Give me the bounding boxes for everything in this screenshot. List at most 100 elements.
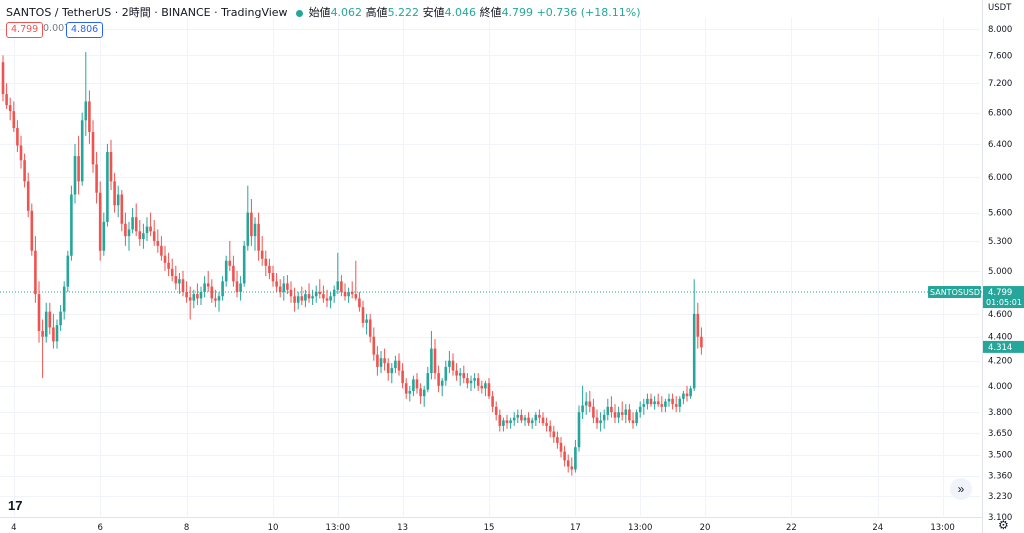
candle-body (347, 291, 350, 297)
candle-body (595, 417, 599, 424)
candle-body (628, 409, 631, 421)
candle-body (365, 319, 368, 323)
candle-body (451, 360, 455, 371)
candle-body (242, 245, 246, 284)
candle-body (145, 226, 149, 234)
candle-body (307, 294, 311, 299)
candle-body (203, 283, 206, 292)
price-tick-label: 7.600 (988, 51, 1012, 61)
candle-body (494, 406, 498, 415)
candle-body (397, 360, 401, 371)
candle-body (264, 258, 268, 266)
candle-body (214, 298, 217, 301)
price-tick-label: 4.200 (988, 357, 1012, 367)
candle-body (12, 111, 16, 129)
low-label: 安値 (422, 6, 445, 19)
candle-body (566, 460, 570, 467)
candle-body (469, 380, 473, 384)
time-tick-label: 4 (11, 523, 16, 533)
candle-body (401, 370, 404, 384)
candle-body (552, 431, 556, 438)
candle-body (59, 311, 62, 326)
candle-body (181, 279, 185, 292)
candle-body (682, 393, 685, 399)
candle-body (340, 281, 343, 292)
candle-body (246, 212, 250, 246)
open-value: 4.062 (330, 6, 363, 19)
symbol-marker-bg (928, 286, 981, 299)
candle-body (336, 281, 340, 290)
candle-body (653, 401, 656, 405)
candle-body (361, 307, 365, 323)
candle-body (671, 398, 674, 405)
time-tick-label: 13 (397, 523, 408, 533)
candle-body (260, 250, 264, 259)
time-tick-label: 13:00 (326, 523, 351, 533)
candle-body (559, 442, 563, 452)
candle-body (88, 101, 91, 132)
high-value: 5.222 (387, 6, 420, 19)
price-tick-label: 3.100 (988, 513, 1012, 523)
symbol-title[interactable]: SANTOS / TetherUS · 2時間 · BINANCE · Trad… (6, 6, 288, 19)
price-tick-label: 3.360 (988, 472, 1012, 482)
buy-price-button[interactable]: 4.806 (66, 22, 104, 38)
candle-body (390, 368, 394, 374)
candle-body (325, 298, 329, 301)
price-marker-bg (983, 340, 1024, 353)
candle-body (664, 401, 667, 407)
candle-body (674, 404, 678, 407)
price-tick-label: 3.500 (988, 451, 1012, 461)
candle-body (527, 417, 530, 424)
candle-body (505, 420, 509, 424)
candle-body (541, 417, 545, 424)
candle-body (685, 393, 689, 397)
gear-icon[interactable]: ⚙ (998, 518, 1009, 532)
sell-price-button[interactable]: 4.799 (6, 22, 44, 38)
candle-body (293, 296, 296, 303)
candle-body (466, 378, 469, 384)
candle-body (599, 420, 602, 424)
candle-body (656, 401, 660, 405)
candle-body (196, 294, 199, 299)
candle-body (487, 383, 491, 397)
candle-body (8, 105, 12, 112)
candle-body (376, 354, 379, 367)
candle-body (509, 420, 512, 424)
candle-body (142, 233, 145, 240)
candle-body (318, 291, 322, 295)
scroll-to-realtime-button[interactable]: » (950, 478, 972, 500)
time-tick-label: 15 (484, 523, 495, 533)
candle-body (19, 145, 23, 161)
candle-body (296, 296, 300, 303)
candle-body (120, 194, 124, 224)
countdown-label: 01:05:01 (986, 298, 1022, 307)
candle-body (689, 388, 692, 397)
candle-body (473, 378, 476, 381)
candle-body (44, 311, 48, 337)
candle-body (304, 294, 307, 301)
candle-body (354, 294, 358, 299)
candle-body (314, 291, 318, 297)
candle-body (48, 311, 52, 328)
candle-body (386, 363, 390, 374)
candle-body (624, 409, 628, 415)
candle-body (620, 412, 624, 415)
price-tick-label: 4.600 (988, 310, 1012, 320)
candle-body (178, 279, 181, 284)
candle-body (642, 404, 646, 407)
candle-body (455, 370, 458, 376)
candle-body (109, 151, 113, 182)
candle-body (606, 406, 610, 415)
candle-body (491, 396, 494, 407)
candle-body (610, 406, 613, 413)
time-tick-label: 8 (184, 523, 189, 533)
candle-body (34, 250, 37, 295)
candle-body (62, 286, 66, 312)
candle-body (55, 325, 59, 342)
candle-body (458, 373, 462, 376)
candle-body (512, 417, 516, 421)
candle-body (192, 294, 196, 301)
candle-body (257, 223, 260, 251)
tradingview-logo[interactable]: 17 (8, 498, 23, 513)
